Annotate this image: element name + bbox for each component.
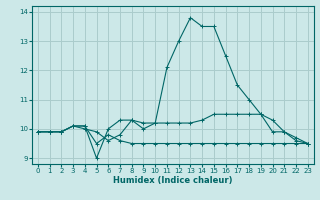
X-axis label: Humidex (Indice chaleur): Humidex (Indice chaleur) <box>113 176 233 185</box>
